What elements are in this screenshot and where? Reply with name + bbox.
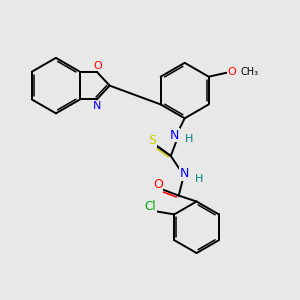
Text: H: H	[185, 134, 193, 144]
Text: CH₃: CH₃	[240, 67, 259, 77]
Text: H: H	[195, 174, 203, 184]
Text: S: S	[148, 134, 156, 147]
Text: N: N	[180, 167, 189, 180]
Text: O: O	[93, 61, 102, 71]
Text: N: N	[93, 101, 101, 111]
Text: N: N	[170, 129, 179, 142]
Text: O: O	[227, 67, 236, 77]
Text: Cl: Cl	[145, 200, 156, 213]
Text: O: O	[153, 178, 163, 191]
